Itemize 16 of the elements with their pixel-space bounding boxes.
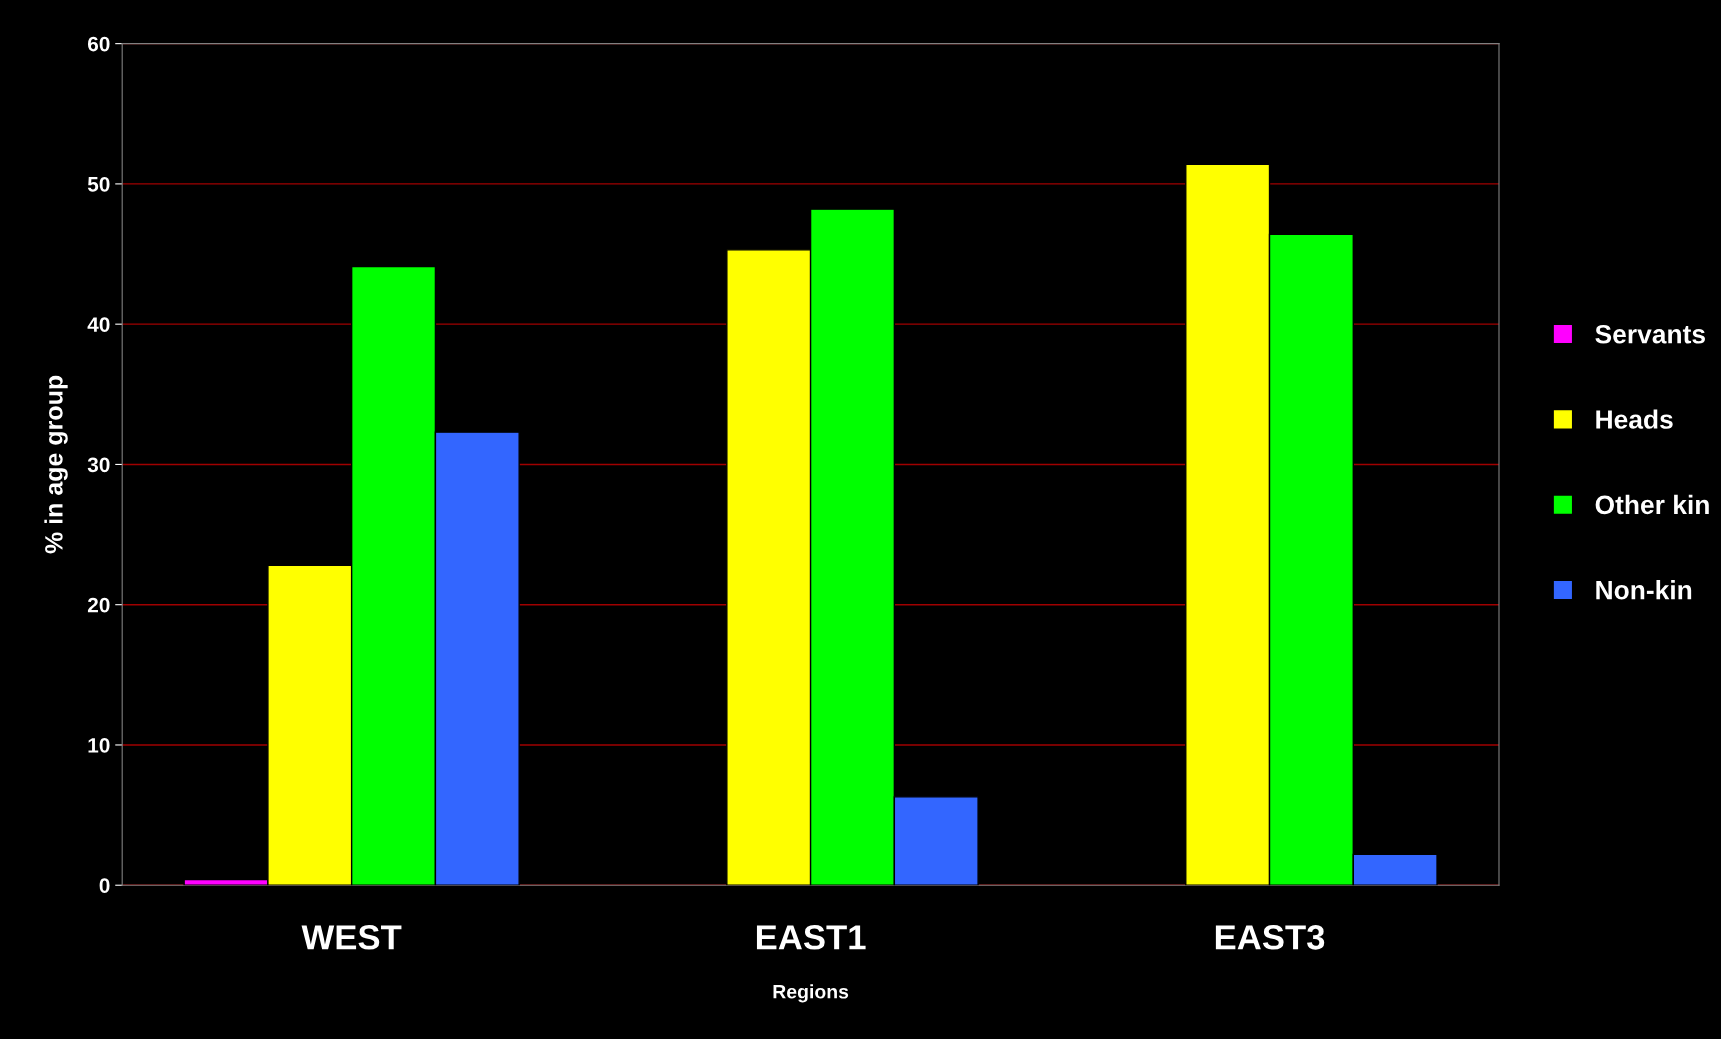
y-tick-label: 30: [87, 457, 110, 473]
y-tick-label: 20: [87, 597, 110, 613]
y-tick-label: 10: [88, 737, 110, 753]
legend-label: Heads: [1596, 409, 1673, 429]
y-axis-title: % in age group: [44, 375, 68, 554]
x-tick-label: EAST3: [1215, 925, 1325, 950]
legend-label: Servants: [1595, 324, 1705, 344]
y-tick-label: 60: [87, 36, 110, 52]
legend-label: Other kin: [1595, 494, 1709, 515]
y-tick-label: 40: [87, 317, 110, 332]
x-tick-label: WEST: [301, 925, 402, 950]
x-axis-title: Regions: [773, 984, 849, 1003]
x-tick-label: EAST1: [756, 925, 866, 950]
legend-label: Non-kin: [1596, 580, 1692, 600]
y-tick-label: 50: [87, 176, 110, 192]
y-tick-label: 0: [99, 878, 110, 893]
